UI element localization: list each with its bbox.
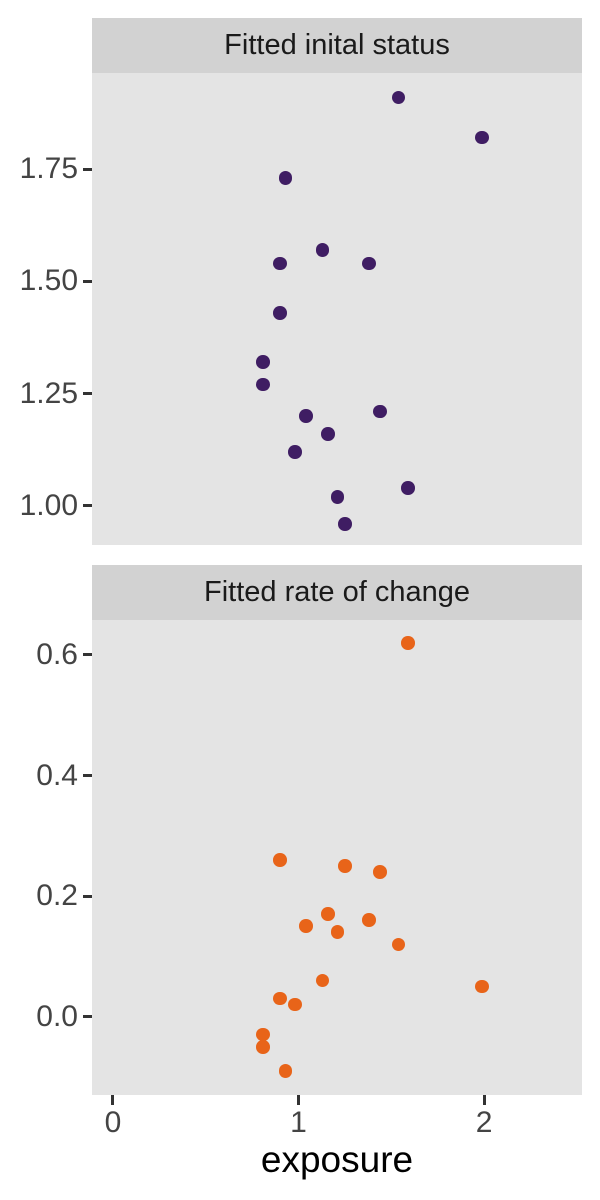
data-point [299,919,313,933]
y-tick-label: 1.50 [19,264,78,298]
data-point [278,171,293,185]
y-tick-label: 1.00 [19,488,78,522]
data-point [362,913,376,927]
y-tick-label: 0.4 [36,758,78,792]
data-point [373,865,387,879]
y-tick-mark [83,774,92,778]
data-point [256,1040,270,1054]
data-point [391,90,406,104]
data-point [330,925,345,939]
data-point [321,427,335,441]
y-tick-label: 0.0 [36,999,78,1033]
data-point [321,907,335,921]
y-tick-mark [83,167,92,171]
data-point [475,130,489,145]
facet-title-fitted-initial-status: Fitted inital status [224,29,450,61]
y-tick-label: 0.2 [36,879,78,913]
facet-strip-fitted-rate-of-change: Fitted rate of change [92,565,582,620]
data-point [273,306,287,320]
y-tick-mark [83,504,92,508]
data-point [256,1027,270,1042]
y-tick-mark [83,392,92,396]
data-point [256,355,270,369]
x-tick-label: 0 [104,1106,122,1139]
data-point [338,859,352,873]
data-point [391,937,406,952]
data-point [256,377,270,392]
y-tick-label: 0.6 [36,637,78,671]
data-point [315,243,330,257]
data-point [362,256,376,271]
facet-strip-fitted-initial-status: Fitted inital status [92,18,582,73]
data-point [299,409,313,423]
data-point [330,490,345,504]
data-point [273,991,287,1006]
data-point [338,517,352,531]
y-tick-mark [83,894,92,898]
y-tick-label: 1.25 [19,376,78,410]
data-point [288,445,302,459]
x-tick-mark [111,1095,115,1105]
facet-title-fitted-rate-of-change: Fitted rate of change [204,576,470,608]
facet-panel-fitted-rate-of-change [92,620,582,1095]
data-point [401,636,415,650]
x-tick-label: 2 [475,1106,493,1139]
x-tick-mark [482,1095,486,1105]
x-tick-mark [297,1095,300,1105]
data-point [475,979,489,994]
y-tick-mark [83,653,92,657]
data-point [288,997,302,1012]
data-point [315,973,330,988]
y-tick-mark [83,1015,92,1019]
x-tick-label: 1 [290,1106,307,1139]
data-point [373,404,387,419]
y-tick-label: 1.75 [19,152,78,186]
x-axis-title: exposure [260,1139,414,1180]
data-point [278,1064,293,1078]
y-tick-mark [83,279,92,283]
data-point [273,256,287,271]
facet-panel-fitted-initial-status [92,73,582,545]
data-point [273,853,287,867]
data-point [401,481,415,495]
